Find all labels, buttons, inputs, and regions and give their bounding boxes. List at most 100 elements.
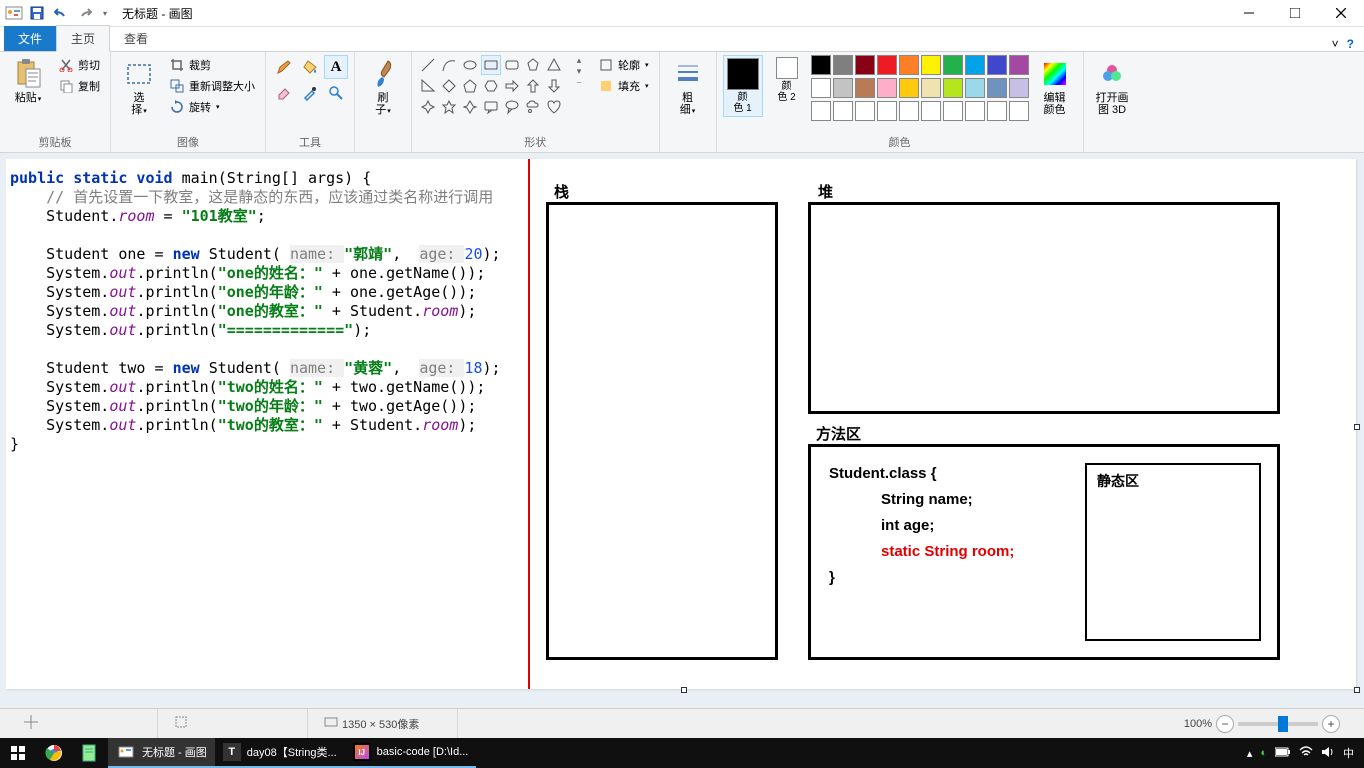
stack-label: 栈: [554, 181, 569, 202]
close-button[interactable]: [1318, 0, 1364, 27]
color-swatch[interactable]: [943, 55, 963, 75]
color-swatch[interactable]: [921, 78, 941, 98]
color1-button[interactable]: 颜 色 1: [723, 55, 763, 117]
color-swatch-empty[interactable]: [921, 101, 941, 121]
crop-button[interactable]: 裁剪: [165, 55, 259, 75]
color-swatch[interactable]: [899, 78, 919, 98]
shapes-more-icon[interactable]: ⎯: [572, 77, 586, 88]
undo-icon[interactable]: [50, 2, 72, 24]
color-swatch-empty[interactable]: [965, 101, 985, 121]
color-swatch-empty[interactable]: [877, 101, 897, 121]
fill-tool[interactable]: [298, 55, 322, 79]
color-swatch[interactable]: [1009, 78, 1029, 98]
color-swatch[interactable]: [855, 55, 875, 75]
color-swatch[interactable]: [833, 78, 853, 98]
color-swatch-empty[interactable]: [855, 101, 875, 121]
resize-handle-s[interactable]: [681, 687, 687, 693]
color-swatch[interactable]: [965, 55, 985, 75]
paint3d-button[interactable]: 打开画 图 3D: [1090, 55, 1135, 119]
shapes-up-icon[interactable]: ▴: [572, 55, 586, 66]
stack-box: [546, 202, 778, 660]
qat-dropdown-icon[interactable]: ▾: [98, 2, 112, 24]
shapes-gallery[interactable]: [418, 55, 564, 117]
color-swatch[interactable]: [987, 78, 1007, 98]
color-swatch-empty[interactable]: [899, 101, 919, 121]
start-button[interactable]: [0, 738, 36, 768]
copy-button[interactable]: 复制: [54, 76, 104, 96]
text-tool[interactable]: A: [324, 55, 348, 79]
file-tab[interactable]: 文件: [4, 26, 56, 51]
color-swatch[interactable]: [1009, 55, 1029, 75]
color-swatch-empty[interactable]: [1009, 101, 1029, 121]
triangle-shape: [544, 55, 564, 75]
eraser-tool[interactable]: [272, 81, 296, 105]
battery-icon[interactable]: [1275, 747, 1291, 760]
rotate-button[interactable]: 旋转▾: [165, 97, 259, 117]
resize-button[interactable]: 重新调整大小: [165, 76, 259, 96]
zoom-in-button[interactable]: +: [1322, 715, 1340, 733]
color-palette-row1[interactable]: [811, 55, 1029, 75]
color-swatch[interactable]: [987, 55, 1007, 75]
fill-button[interactable]: 填充▾: [594, 76, 653, 96]
color-swatch-empty[interactable]: [811, 101, 831, 121]
color-swatch[interactable]: [965, 78, 985, 98]
size-button[interactable]: 粗 细▾: [666, 55, 710, 121]
color-swatch[interactable]: [855, 78, 875, 98]
edit-colors-button[interactable]: 编辑 颜色: [1033, 55, 1077, 119]
paint-task[interactable]: 无标题 - 画图: [108, 738, 215, 768]
star6-shape: [460, 97, 480, 117]
color-swatch[interactable]: [811, 55, 831, 75]
zoom-slider[interactable]: [1238, 722, 1318, 726]
color-palette-row3[interactable]: [811, 101, 1029, 121]
paint3d-group: 打开画 图 3D: [1084, 52, 1141, 152]
minimize-button[interactable]: [1226, 0, 1272, 27]
ribbon-minimize-icon[interactable]: ˅: [1332, 37, 1339, 51]
ime-lang[interactable]: 中: [1343, 745, 1354, 761]
color-swatch[interactable]: [833, 55, 853, 75]
rect-shape: [481, 55, 501, 75]
save-icon[interactable]: [26, 2, 48, 24]
callout-rect-shape: [481, 97, 501, 117]
redo-icon[interactable]: [74, 2, 96, 24]
help-icon[interactable]: ?: [1347, 37, 1354, 51]
select-button[interactable]: 选 择▾: [117, 55, 161, 121]
color-palette-row2[interactable]: [811, 78, 1029, 98]
resize-handle-se[interactable]: [1354, 687, 1360, 693]
tray-up-icon[interactable]: ▴: [1247, 747, 1253, 760]
color-swatch[interactable]: [811, 78, 831, 98]
notepad-task[interactable]: [72, 738, 108, 768]
resize-handle-e[interactable]: [1354, 424, 1360, 430]
shapes-down-icon[interactable]: ▾: [572, 66, 586, 77]
color-swatch[interactable]: [877, 55, 897, 75]
magnifier-tool[interactable]: [324, 81, 348, 105]
color-picker-tool[interactable]: [298, 81, 322, 105]
wifi-icon[interactable]: [1299, 746, 1313, 761]
maximize-button[interactable]: [1272, 0, 1318, 27]
color2-button[interactable]: 颜 色 2: [767, 55, 807, 105]
color-swatch-empty[interactable]: [987, 101, 1007, 121]
color-swatch-empty[interactable]: [833, 101, 853, 121]
color-swatch[interactable]: [943, 78, 963, 98]
arrow-up-shape: [523, 76, 543, 96]
color-swatch[interactable]: [921, 55, 941, 75]
outline-button[interactable]: 轮廓▾: [594, 55, 653, 75]
moon-icon[interactable]: ◐: [1260, 747, 1267, 759]
system-tray[interactable]: ▴ ◐ 中: [1237, 745, 1364, 761]
paste-button[interactable]: 粘贴▾: [6, 55, 50, 109]
crosshair-icon: [24, 715, 38, 732]
color-swatch[interactable]: [877, 78, 897, 98]
pencil-tool[interactable]: [272, 55, 296, 79]
zoom-out-button[interactable]: −: [1216, 715, 1234, 733]
cut-button[interactable]: 剪切: [54, 55, 104, 75]
color-swatch[interactable]: [899, 55, 919, 75]
brushes-button[interactable]: 刷 子▾: [361, 55, 405, 121]
clipboard-group: 粘贴▾ 剪切 复制 剪贴板: [0, 52, 111, 152]
view-tab[interactable]: 查看: [110, 26, 162, 51]
intellij-task[interactable]: IJ basic-code [D:\Id...: [345, 738, 477, 768]
chrome-task[interactable]: [36, 738, 72, 768]
canvas[interactable]: public static void main(String[] args) {…: [6, 159, 1356, 689]
home-tab[interactable]: 主页: [56, 25, 110, 52]
typora-task[interactable]: T day08【String类...: [215, 738, 345, 768]
color-swatch-empty[interactable]: [943, 101, 963, 121]
volume-icon[interactable]: [1321, 746, 1335, 761]
